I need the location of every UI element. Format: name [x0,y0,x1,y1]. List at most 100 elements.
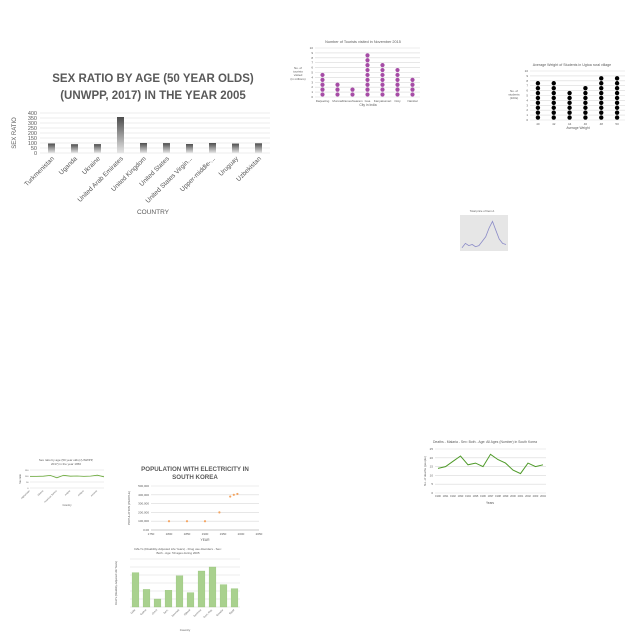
data-point [167,520,171,523]
dot [410,77,415,82]
dot [551,115,556,120]
dot [614,85,620,91]
dot [380,87,385,92]
dot [551,110,556,115]
dot [365,53,370,58]
x-tick-label: Albania [37,489,45,497]
chart-deaths-malaria: Deaths - Malaria - Sex: Both - Age: All … [420,438,550,508]
y-tick-label: 50 [31,146,37,152]
bar [255,143,262,153]
chart-tourists: Number of Tourists visited in November 2… [285,35,425,110]
dot [567,105,572,110]
dot [380,67,385,73]
y-tick-label: 5 [526,94,528,98]
x-tick-label: 1993 [458,494,464,498]
x-tick-label: 1990 [435,494,441,498]
bar [197,570,206,608]
dot [410,87,415,92]
x-tick-label: Uzbekistan [235,155,263,183]
bar [117,117,124,153]
chart-title: DALYs (Disability-Adjusted Life Years) -… [134,547,221,551]
bar [186,592,195,608]
chart-sex-ratio-2005: SEX RATIO BY AGE (50 YEAR OLDS) (UNWPP, 2… [0,0,280,230]
dot [365,77,370,82]
y-axis-label: Sex ratio [19,474,22,484]
y-tick-label: 200,000 [138,510,149,514]
x-tick-label: 2000 [510,494,516,498]
y-tick-label: 0 [526,118,528,122]
dot [395,92,400,97]
dot [599,81,604,86]
y-tick-label: 250 [28,126,37,132]
dot [380,77,385,82]
x-tick-label: Dominica [193,608,203,618]
y-tick-label: 10 [310,46,314,50]
series-line [437,453,544,475]
y-tick-label: 8 [311,56,313,60]
dot [320,92,325,97]
x-axis-label: Average Weight [566,126,589,130]
bar [142,589,151,608]
dot [535,81,541,86]
x-tick-label: Ecuador [216,608,225,617]
x-axis-label: City in India [359,103,376,107]
bar [71,144,78,153]
chart-electricity: POPULATION WITH ELECTRICITY IN SOUTH KORE… [125,462,265,542]
bar [153,598,162,608]
y-tick-label: 0 [311,95,313,99]
y-tick-label: 1 [526,113,528,117]
chart-title: SEX RATIO BY AGE (50 YEAR OLDS) [52,73,254,85]
dot [350,92,355,97]
dot [365,63,370,68]
x-tick-label: 1998 [495,494,501,498]
sex-ratio-1950-svg: Sex ratio by age (50 year olds) (UNWPP,2… [19,458,105,507]
dot [365,67,370,73]
x-tick-label: Antigua [77,489,85,497]
x-tick-label: 50 [615,122,619,126]
x-tick-label: Czech [151,608,158,615]
dot [614,90,620,96]
dot [535,90,541,96]
x-tick-label: 42 [552,122,556,126]
dot [567,115,572,120]
x-tick-label: 48 [600,122,604,126]
x-tick-label: Darjeeling [316,99,330,103]
dot [380,72,385,78]
y-tick-label: 300,000 [138,502,149,506]
y-tick-label: 5 [431,482,433,486]
dot [320,77,325,82]
y-tick-label: 5 [311,71,313,75]
x-tick-label: Goa [365,99,371,103]
dot [335,87,340,92]
dot [567,100,572,106]
bar [219,584,228,608]
y-tick-label: 100,000 [138,519,149,523]
y-tick-label: 300 [28,121,37,127]
x-axis-label: Country [180,628,191,632]
x-tick-label: 2003 [533,494,539,498]
bar [94,144,101,153]
y-tick-label: 4 [311,75,313,79]
dot [350,87,355,92]
dot [535,105,541,110]
x-tick-label: 1999 [503,494,509,498]
series-line [29,474,105,479]
dot [614,100,620,106]
dot [551,81,556,86]
dot [380,63,385,68]
y-tick-label: 8 [526,79,528,83]
dot [614,95,620,101]
dot [535,100,541,106]
y-axis-label: SEX RATIO [12,117,18,149]
dot [551,105,556,110]
y-axis-label: No. of [294,66,302,70]
dot [380,92,385,97]
y-axis-label: visited [294,73,303,77]
sex-ratio-2005-svg: SEX RATIO BY AGE (50 YEAR OLDS) (UNWPP, 2… [12,73,270,216]
dot [583,115,588,120]
x-tick-label: 46 [584,122,588,126]
y-tick-label: 0 [27,488,29,490]
bar [140,143,147,153]
chart-title: Deaths - Malaria - Sex: Both - Age: All … [433,440,537,444]
x-tick-label: 44 [568,122,572,126]
